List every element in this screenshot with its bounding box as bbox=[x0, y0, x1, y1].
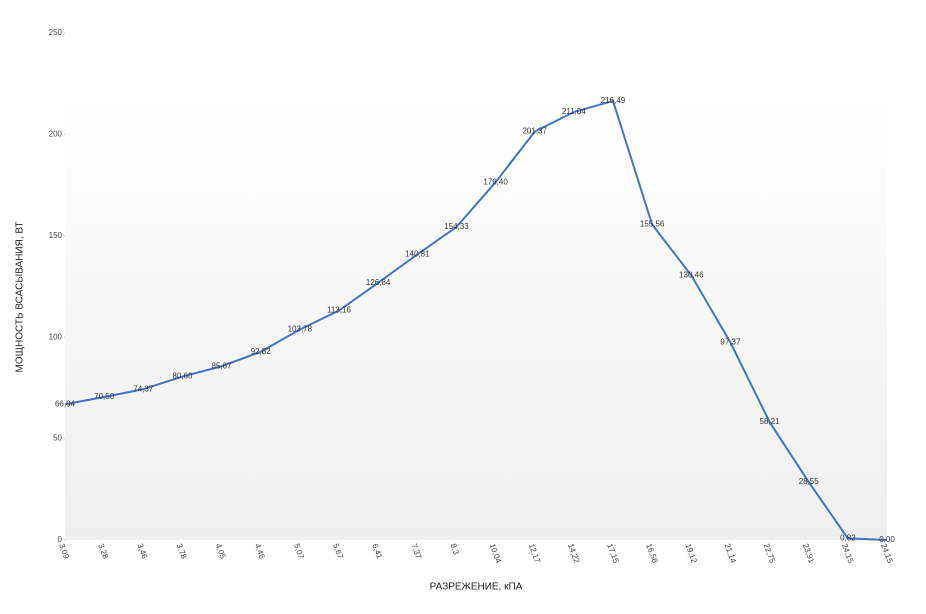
data-label: 58,21 bbox=[760, 417, 781, 426]
data-label: 28,55 bbox=[799, 477, 820, 486]
x-tick-label: 12,17 bbox=[527, 542, 542, 564]
x-tick-label: 3,46 bbox=[135, 542, 149, 560]
y-tick-label: 250 bbox=[49, 28, 63, 37]
x-tick-label: 6,41 bbox=[370, 542, 384, 560]
x-tick-label: 21,14 bbox=[723, 542, 738, 564]
x-tick-label: 24,15 bbox=[840, 542, 855, 564]
data-label: 103,78 bbox=[288, 325, 313, 334]
data-label: 92,82 bbox=[251, 347, 272, 356]
y-axis-title: МОЩНОСТЬ ВСАСЫВАНИЯ, ВТ bbox=[15, 222, 26, 373]
x-axis-title: РАЗРЕЖЕНИЕ, кПА bbox=[430, 582, 523, 593]
data-label: 85,67 bbox=[212, 361, 233, 370]
x-tick-label: 3,09 bbox=[57, 542, 71, 560]
data-label: 66,94 bbox=[55, 399, 76, 408]
y-tick-label: 0 bbox=[58, 535, 63, 544]
plot-background bbox=[65, 100, 887, 540]
data-label: 216,49 bbox=[601, 96, 626, 105]
data-label: 0,82 bbox=[840, 533, 856, 542]
y-tick-label: 50 bbox=[53, 434, 62, 443]
data-label: 211,04 bbox=[562, 107, 586, 116]
data-label: 201,37 bbox=[522, 127, 547, 136]
x-tick-label: 14,22 bbox=[566, 542, 581, 564]
x-tick-label: 4,46 bbox=[253, 542, 267, 560]
data-label: 80,60 bbox=[172, 372, 193, 381]
x-tick-label: 4,05 bbox=[214, 542, 228, 560]
data-label: 130,46 bbox=[679, 271, 704, 280]
x-tick-label: 16,58 bbox=[644, 542, 659, 564]
data-label: 155,56 bbox=[640, 220, 665, 229]
x-tick-label: 3,78 bbox=[175, 542, 189, 560]
x-tick-label: 3,28 bbox=[96, 542, 110, 560]
x-tick-label: 19,12 bbox=[683, 542, 698, 564]
data-label: 0,00 bbox=[879, 535, 895, 544]
data-label: 70,50 bbox=[94, 392, 115, 401]
data-label: 126,84 bbox=[366, 278, 391, 287]
data-label: 74,37 bbox=[133, 384, 154, 393]
data-label: 97,37 bbox=[720, 338, 741, 347]
x-tick-label: 24,15 bbox=[879, 542, 894, 564]
y-tick-label: 100 bbox=[49, 332, 63, 341]
x-tick-label: 22,75 bbox=[762, 542, 777, 564]
line bbox=[64, 99, 888, 541]
x-tick-label: 7,37 bbox=[409, 542, 423, 560]
data-label: 176,40 bbox=[483, 177, 508, 186]
x-tick-label: 17,15 bbox=[605, 542, 620, 564]
x-tick-label: 23,91 bbox=[801, 542, 816, 564]
x-tick-label: 8,3 bbox=[449, 542, 461, 556]
data-label: 113,16 bbox=[327, 306, 351, 315]
y-tick-label: 200 bbox=[49, 130, 63, 139]
data-label: 140,81 bbox=[405, 250, 430, 259]
data-label: 154,33 bbox=[444, 222, 469, 231]
y-tick-label: 150 bbox=[49, 231, 63, 240]
x-tick-label: 5,07 bbox=[292, 542, 306, 560]
x-tick-label: 10,04 bbox=[488, 542, 503, 564]
x-tick-label: 5,67 bbox=[331, 542, 345, 560]
